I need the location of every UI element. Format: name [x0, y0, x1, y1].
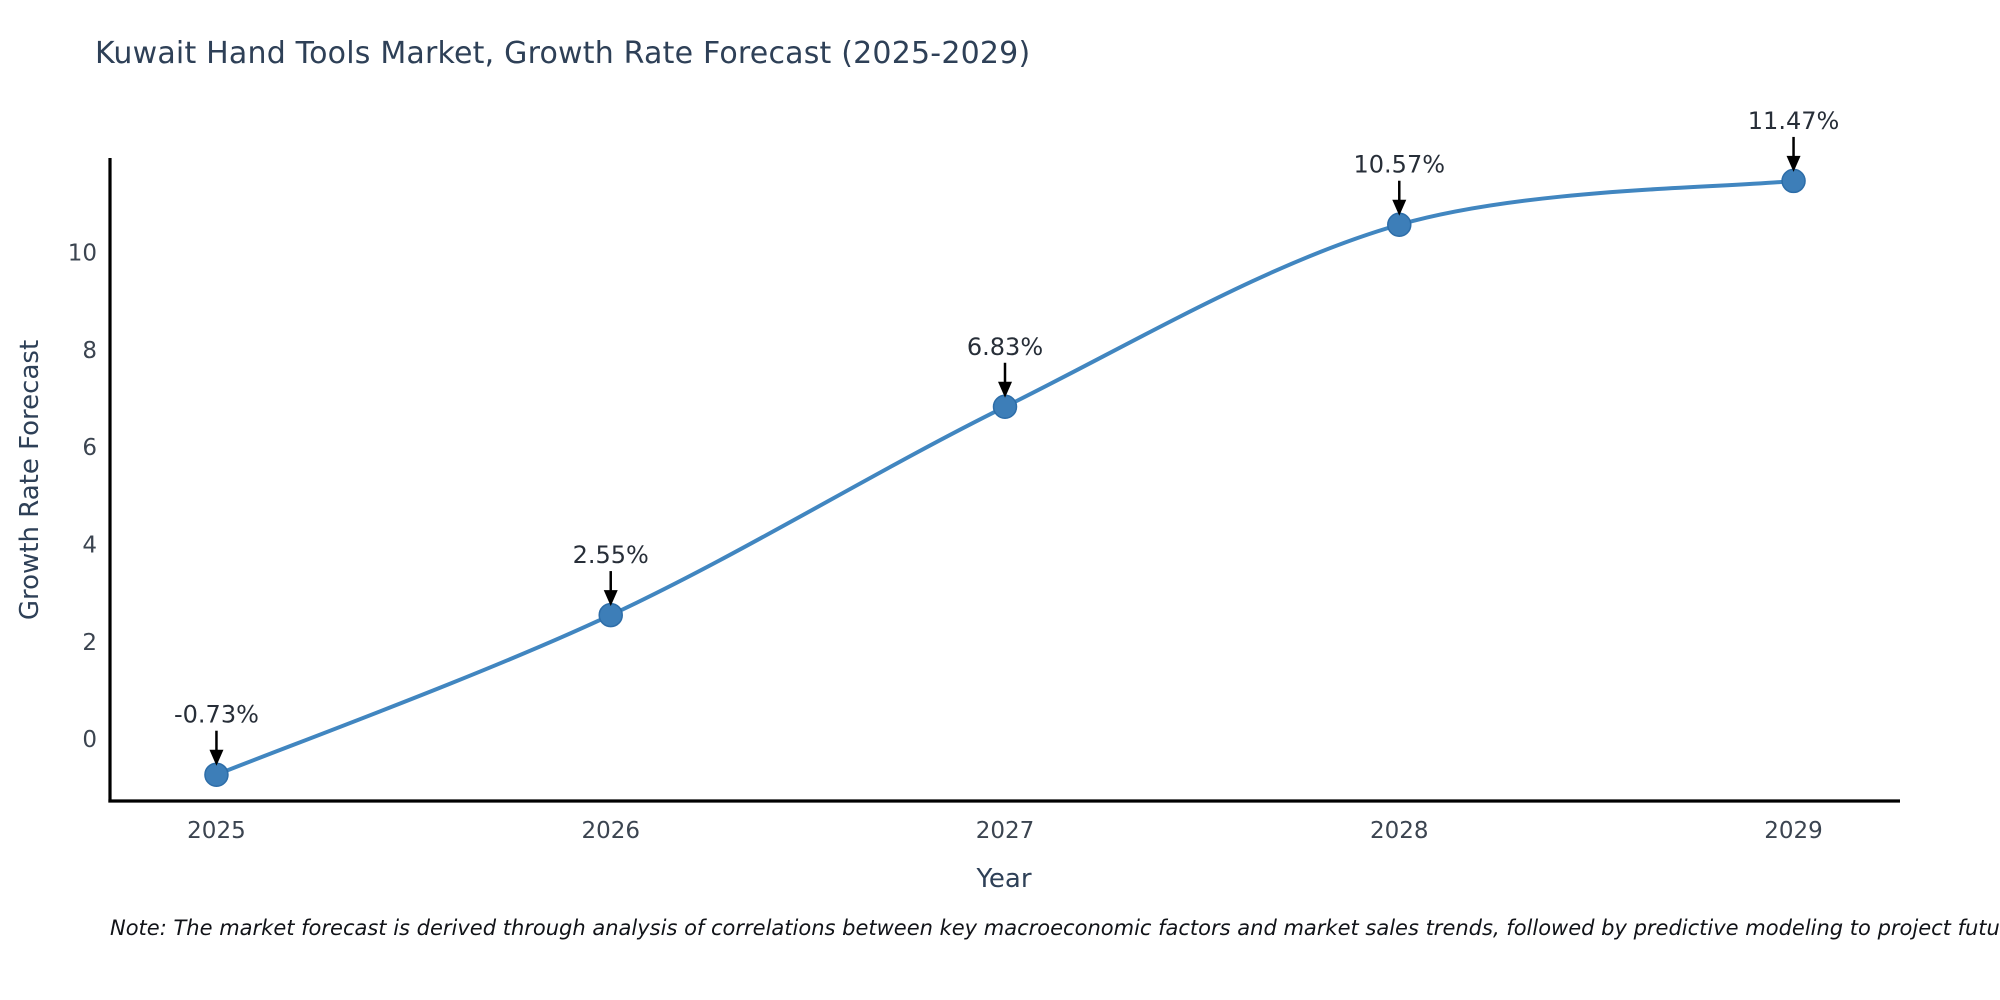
growth-rate-line	[214, 178, 1796, 777]
x-tick-2026: 2026	[581, 818, 640, 844]
annotation-arrow-head	[1392, 199, 1407, 216]
point-label-2026: 2.55%	[573, 541, 649, 569]
data-point-2029	[1781, 168, 1806, 194]
annotation-arrow-head	[209, 749, 224, 766]
y-tick-6: 6	[82, 435, 97, 461]
x-tick-2028: 2028	[1370, 818, 1429, 844]
point-label-2027: 6.83%	[967, 333, 1043, 361]
data-point-2026	[598, 602, 623, 628]
annotation-arrow-head	[998, 381, 1012, 398]
x-axis-title: Year	[975, 864, 1031, 894]
data-point-2025	[204, 762, 229, 787]
footnote: Note: The market forecast is derived thr…	[110, 916, 2000, 940]
x-tick-2025: 2025	[187, 818, 246, 844]
annotation-layer: -0.73% 2.55% 6.83% 10.57% 11.47%	[174, 107, 1839, 766]
point-label-2028: 10.57%	[1354, 151, 1446, 179]
y-tick-10: 10	[68, 240, 97, 266]
x-tick-2027: 2027	[976, 818, 1035, 844]
y-tick-4: 4	[82, 533, 97, 559]
x-tick-2029: 2029	[1764, 818, 1823, 844]
y-tick-2: 2	[82, 630, 97, 656]
y-tick-8: 8	[82, 338, 97, 364]
annotation-arrow-head	[1786, 155, 1801, 172]
tick-layer: 0 2 4 6 8 10 2025 2026 2027 2028 2029	[68, 240, 1823, 844]
chart-title: Kuwait Hand Tools Market, Growth Rate Fo…	[95, 36, 1031, 71]
series-layer	[204, 168, 1806, 787]
y-axis-title: Growth Rate Forecast	[15, 340, 45, 620]
point-label-2025: -0.73%	[174, 701, 259, 729]
data-point-2028	[1387, 212, 1412, 237]
y-tick-0: 0	[82, 727, 97, 753]
annotation-arrow-head	[603, 590, 618, 607]
point-label-2029: 11.47%	[1748, 107, 1840, 135]
data-point-2027	[992, 394, 1018, 420]
